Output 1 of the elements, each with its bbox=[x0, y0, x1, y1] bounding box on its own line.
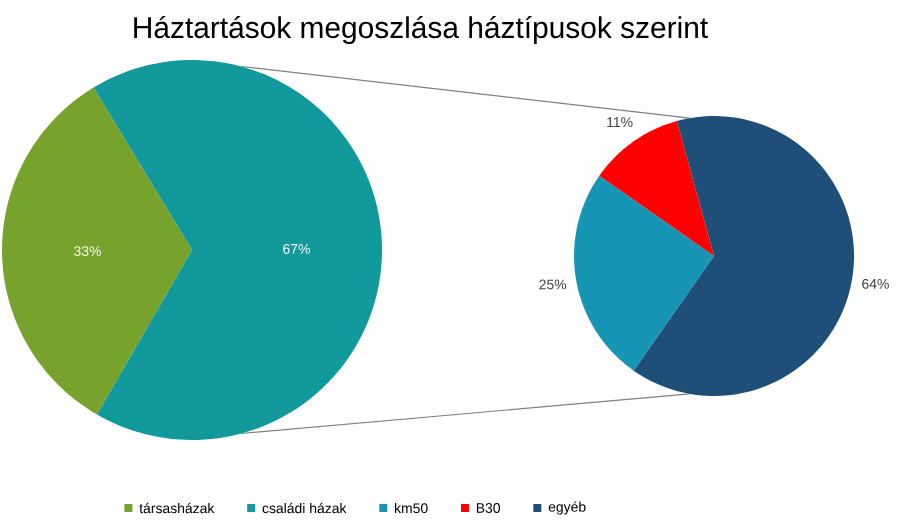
chart-title: Háztartások megoszlása háztípusok szerint bbox=[134, 15, 708, 45]
